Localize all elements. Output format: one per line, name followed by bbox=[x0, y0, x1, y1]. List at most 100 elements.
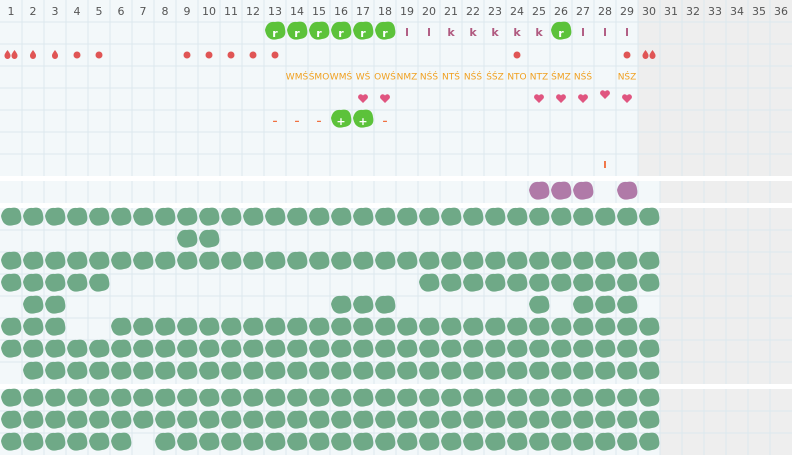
blob bbox=[573, 432, 594, 451]
heart bbox=[622, 94, 632, 103]
day-number: 5 bbox=[96, 5, 103, 18]
blob bbox=[551, 432, 572, 451]
badge-text: + bbox=[336, 115, 345, 128]
blob bbox=[1, 207, 22, 226]
day-number: 26 bbox=[554, 5, 568, 18]
day-number: 10 bbox=[202, 5, 216, 18]
blob bbox=[177, 432, 198, 451]
day-number: 36 bbox=[774, 5, 788, 18]
blob bbox=[375, 388, 396, 407]
blob bbox=[485, 388, 506, 407]
blob bbox=[177, 317, 198, 336]
blob bbox=[199, 229, 220, 248]
badge bbox=[309, 21, 330, 40]
blob bbox=[111, 207, 132, 226]
blob bbox=[551, 207, 572, 226]
blob bbox=[507, 410, 528, 429]
blob bbox=[111, 339, 132, 358]
blob bbox=[111, 361, 132, 380]
heart bbox=[600, 90, 610, 99]
blob bbox=[463, 388, 484, 407]
blob bbox=[595, 361, 616, 380]
day-number: 12 bbox=[246, 5, 260, 18]
blob bbox=[89, 432, 110, 451]
day-number: 11 bbox=[224, 5, 238, 18]
blob bbox=[265, 251, 286, 270]
blob bbox=[595, 339, 616, 358]
day-number: 25 bbox=[532, 5, 546, 18]
blob bbox=[243, 410, 264, 429]
blob bbox=[419, 273, 440, 292]
blob bbox=[419, 317, 440, 336]
dot bbox=[95, 51, 103, 59]
badge-text: r bbox=[272, 27, 278, 40]
blob bbox=[397, 432, 418, 451]
blob bbox=[221, 388, 242, 407]
blob bbox=[155, 361, 176, 380]
badge bbox=[353, 21, 374, 40]
blob bbox=[265, 410, 286, 429]
blob bbox=[177, 251, 198, 270]
blob bbox=[23, 361, 44, 380]
blob bbox=[221, 317, 242, 336]
day-number: 21 bbox=[444, 5, 458, 18]
blob bbox=[1, 410, 22, 429]
blob bbox=[331, 251, 352, 270]
blob bbox=[309, 432, 330, 451]
blob bbox=[243, 361, 264, 380]
blob bbox=[89, 361, 110, 380]
blob bbox=[309, 388, 330, 407]
day-number: 1 bbox=[8, 5, 15, 18]
badge-text: + bbox=[358, 115, 367, 128]
day-number: 19 bbox=[400, 5, 414, 18]
heart bbox=[556, 94, 566, 103]
blob bbox=[67, 251, 88, 270]
blob bbox=[463, 317, 484, 336]
blob bbox=[133, 339, 154, 358]
day-number: 3 bbox=[52, 5, 59, 18]
code: WMŚ bbox=[330, 71, 353, 83]
blob bbox=[177, 410, 198, 429]
blob bbox=[529, 410, 550, 429]
day-number: 17 bbox=[356, 5, 370, 18]
blob bbox=[67, 361, 88, 380]
blob bbox=[45, 317, 66, 336]
blob bbox=[89, 339, 110, 358]
divider bbox=[0, 204, 792, 208]
letter: k bbox=[513, 26, 521, 39]
blob bbox=[573, 317, 594, 336]
blob bbox=[551, 339, 572, 358]
blob bbox=[331, 339, 352, 358]
blob bbox=[419, 388, 440, 407]
blob bbox=[463, 207, 484, 226]
blob bbox=[177, 207, 198, 226]
blob bbox=[485, 251, 506, 270]
day-number: 34 bbox=[730, 5, 744, 18]
blob bbox=[45, 361, 66, 380]
blob bbox=[507, 361, 528, 380]
blob bbox=[485, 432, 506, 451]
blob bbox=[441, 388, 462, 407]
blob bbox=[375, 432, 396, 451]
blob bbox=[375, 317, 396, 336]
blob bbox=[507, 432, 528, 451]
blob bbox=[529, 361, 550, 380]
blob bbox=[133, 410, 154, 429]
day-number: 14 bbox=[290, 5, 304, 18]
letter: l bbox=[581, 26, 585, 39]
badge bbox=[265, 21, 286, 40]
blob bbox=[45, 410, 66, 429]
blob bbox=[45, 273, 66, 292]
dot bbox=[249, 51, 257, 59]
code: OWŚ bbox=[374, 71, 396, 83]
blob bbox=[397, 339, 418, 358]
blob bbox=[617, 410, 638, 429]
blob bbox=[419, 339, 440, 358]
blob bbox=[155, 410, 176, 429]
blob bbox=[551, 273, 572, 292]
day-number: 23 bbox=[488, 5, 502, 18]
blob bbox=[199, 317, 220, 336]
blob bbox=[23, 388, 44, 407]
blob bbox=[529, 432, 550, 451]
blob bbox=[463, 410, 484, 429]
